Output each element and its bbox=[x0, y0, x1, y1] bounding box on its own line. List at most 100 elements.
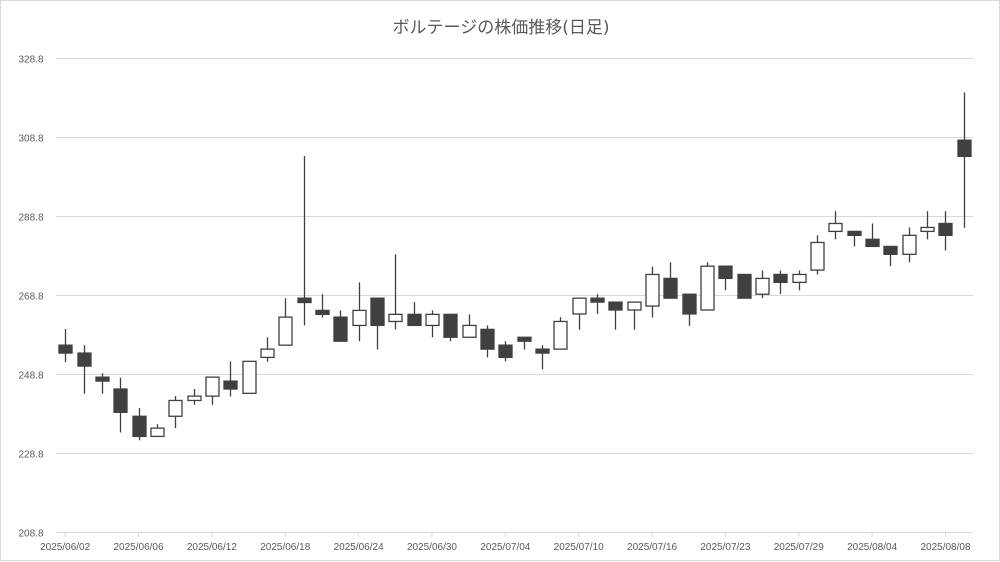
candle-body bbox=[370, 297, 385, 327]
x-tick-label: 2025/07/04 bbox=[480, 542, 530, 553]
candle-body bbox=[205, 376, 220, 397]
candle bbox=[443, 313, 458, 342]
x-tick-label: 2025/06/06 bbox=[113, 542, 163, 553]
candle-body bbox=[278, 316, 293, 346]
candle bbox=[150, 424, 165, 438]
candle bbox=[828, 211, 843, 240]
candle bbox=[462, 314, 477, 338]
y-tick-label: 328.8 bbox=[18, 55, 43, 66]
x-tick-label: 2025/07/16 bbox=[627, 542, 677, 553]
candle bbox=[792, 270, 807, 291]
candle-body bbox=[242, 360, 257, 395]
candle-body bbox=[187, 395, 202, 402]
gridlines bbox=[56, 58, 973, 533]
candle bbox=[902, 227, 917, 263]
candle-body bbox=[608, 301, 623, 311]
candle bbox=[535, 345, 550, 370]
candle bbox=[590, 294, 605, 314]
candle bbox=[773, 270, 788, 295]
y-tick-label: 308.8 bbox=[18, 134, 43, 145]
y-axis-ticks: 208.8 228.8 248.8 268.8 288.8 308.8 328.8 bbox=[18, 55, 43, 540]
candle bbox=[498, 341, 513, 362]
candle-body bbox=[407, 313, 422, 327]
candle bbox=[718, 265, 733, 291]
candle bbox=[847, 230, 862, 247]
candle-body bbox=[718, 265, 733, 280]
candle-body bbox=[480, 328, 495, 350]
candle-body bbox=[865, 238, 880, 248]
x-tick-label: 2025/08/04 bbox=[847, 542, 897, 553]
candle-body bbox=[590, 297, 605, 303]
x-tick-label: 2025/08/08 bbox=[920, 542, 970, 553]
candle bbox=[737, 273, 752, 299]
candle-body bbox=[627, 301, 642, 311]
candle-body bbox=[517, 336, 532, 342]
candle bbox=[297, 155, 312, 326]
x-tick-label: 2025/06/30 bbox=[407, 542, 457, 553]
candle bbox=[113, 377, 128, 433]
candle bbox=[883, 245, 898, 267]
candle-body bbox=[77, 352, 92, 367]
candle bbox=[480, 325, 495, 358]
candle bbox=[168, 396, 183, 429]
candle bbox=[132, 407, 147, 441]
candle bbox=[663, 262, 678, 299]
candle bbox=[700, 262, 715, 311]
x-tick-label: 2025/06/02 bbox=[40, 542, 90, 553]
candle bbox=[333, 310, 348, 342]
candle-body bbox=[572, 297, 587, 315]
candle-body bbox=[553, 320, 568, 350]
candle bbox=[77, 345, 92, 394]
candle-body bbox=[443, 313, 458, 338]
y-tick-label: 248.8 bbox=[18, 371, 43, 382]
candle-body bbox=[810, 241, 825, 271]
candle-body bbox=[315, 309, 330, 316]
candle bbox=[627, 301, 642, 330]
candle bbox=[260, 337, 275, 362]
candle-body bbox=[938, 222, 953, 237]
x-tick-label: 2025/06/18 bbox=[260, 542, 310, 553]
candle-body bbox=[645, 273, 660, 307]
candle-body bbox=[95, 376, 110, 382]
candle bbox=[187, 389, 202, 405]
candle-body bbox=[223, 380, 238, 390]
candle bbox=[957, 92, 972, 228]
candle-body bbox=[792, 273, 807, 284]
y-tick-label: 288.8 bbox=[18, 213, 43, 224]
x-axis-ticks: 2025/06/02 2025/06/06 2025/06/12 2025/06/18… bbox=[40, 532, 971, 553]
candle bbox=[388, 254, 403, 330]
x-tick-label: 2025/07/29 bbox=[774, 542, 824, 553]
candle bbox=[278, 298, 293, 346]
candle-body bbox=[150, 427, 165, 438]
candle-body bbox=[883, 245, 898, 255]
candle-body bbox=[297, 297, 312, 304]
candle bbox=[553, 317, 568, 350]
candle-body bbox=[425, 313, 440, 327]
candle bbox=[223, 361, 238, 397]
candle bbox=[865, 223, 880, 248]
candle-body bbox=[132, 415, 147, 438]
candle-body bbox=[755, 277, 770, 295]
candle-body bbox=[388, 313, 403, 323]
candle bbox=[920, 211, 935, 240]
x-tick-label: 2025/07/23 bbox=[700, 542, 750, 553]
candle bbox=[608, 301, 623, 330]
candle bbox=[58, 328, 73, 363]
chart-title: ボルテージの株価推移(日足) bbox=[393, 18, 610, 38]
x-tick-label: 2025/06/24 bbox=[334, 542, 384, 553]
y-tick-label: 268.8 bbox=[18, 292, 43, 303]
y-tick-label: 208.8 bbox=[18, 529, 43, 540]
candle-body bbox=[847, 230, 862, 237]
candle-body bbox=[920, 226, 935, 233]
candle-body bbox=[462, 324, 477, 338]
candle bbox=[755, 270, 770, 299]
candle-body bbox=[58, 344, 73, 354]
candle-body bbox=[333, 316, 348, 342]
candle-body bbox=[957, 139, 972, 158]
candle bbox=[205, 376, 220, 405]
candle bbox=[517, 336, 532, 350]
candles bbox=[58, 92, 972, 441]
candle-body bbox=[902, 234, 917, 255]
